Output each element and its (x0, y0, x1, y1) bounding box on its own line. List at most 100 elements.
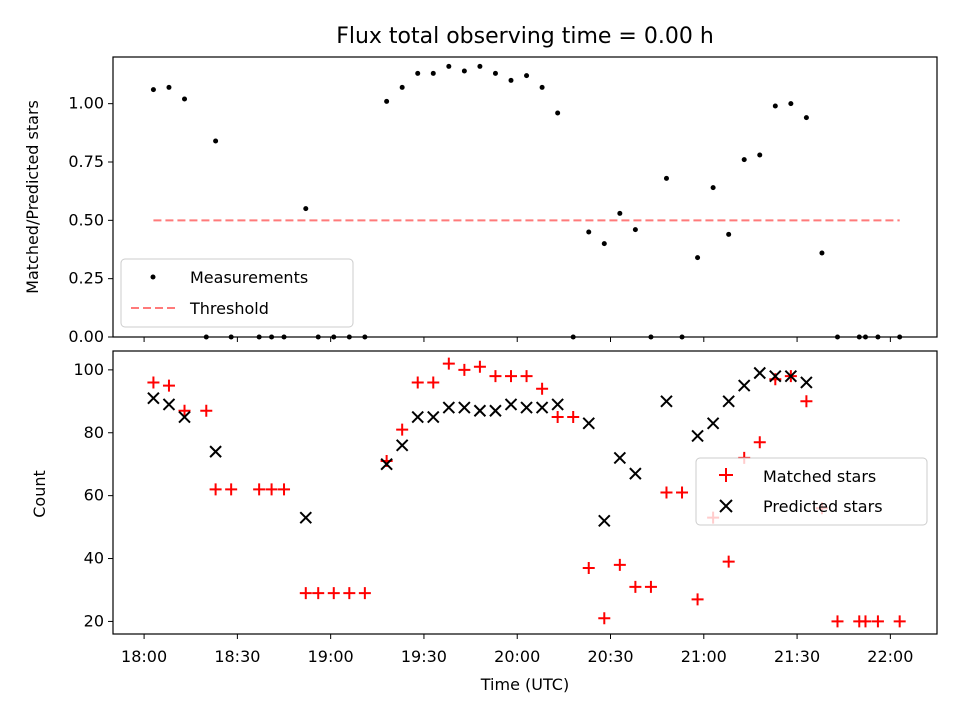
top-y-tick-label: 0.75 (68, 152, 104, 171)
bottom-y-tick-label: 80 (84, 423, 104, 442)
matched-star-point (831, 615, 844, 628)
matched-star-point (253, 483, 266, 496)
predicted-star-point (178, 410, 191, 424)
bottom-legend-box (695, 457, 928, 526)
x-tick-label: 20:00 (494, 647, 540, 666)
bottom-y-tick-label: 40 (84, 549, 104, 568)
top-legend-box (120, 258, 354, 328)
predicted-star-point (473, 404, 487, 417)
matched-star-point (299, 587, 312, 600)
matched-star-point (582, 561, 595, 574)
predicted-star-point (395, 439, 409, 452)
top-x-ticks (143, 337, 891, 342)
x-tick-label: 19:30 (401, 647, 447, 666)
predicted-star-point (582, 417, 595, 430)
predicted-star-point (209, 445, 222, 458)
predicted-star-point (629, 467, 642, 480)
predicted-star-point (800, 376, 813, 389)
matched-star-point (598, 612, 611, 625)
matched-star-point (327, 587, 340, 600)
measurement-point (617, 210, 623, 216)
matched-star-point (800, 395, 813, 408)
predicted-star-point (535, 401, 549, 414)
matched-star-point (520, 370, 533, 383)
top-y-tick-label: 1.00 (68, 94, 104, 113)
measurement-point (430, 70, 436, 76)
measurement-point (446, 63, 452, 69)
matched-star-point (178, 404, 191, 417)
predicted-star-point (738, 379, 751, 392)
matched-star-point (200, 404, 213, 417)
predicted-star-point (784, 369, 798, 383)
measurement-point (856, 334, 862, 340)
matched-star-point (871, 615, 884, 628)
legend-matched-label: Matched stars (763, 467, 876, 486)
matched-star-point (660, 486, 673, 499)
predicted-star-point (660, 395, 673, 408)
measurement-point (256, 334, 262, 340)
matched-star-point (411, 376, 424, 389)
predicted-star-point (489, 404, 502, 417)
measurement-point (834, 334, 840, 340)
top-plot-area: 0.00 0.25 0.50 0.75 1.00 Matched/Predicted s… (23, 56, 938, 346)
predicted-star-point (722, 395, 735, 408)
matched-star-point (505, 370, 518, 383)
legend-predicted-label: Predicted stars (763, 497, 883, 516)
matched-star-point (893, 615, 906, 628)
matched-star-point (265, 483, 278, 496)
measurement-point (632, 227, 638, 233)
measurement-point (710, 185, 716, 191)
measurement-point (862, 334, 868, 340)
matched-star-point (396, 423, 409, 436)
predicted-star-point (442, 401, 456, 414)
matched-star-point (489, 370, 502, 383)
measurement-point (875, 334, 881, 340)
matched-star-point (225, 483, 238, 496)
x-axis-title: Time (UTC) (480, 675, 569, 694)
bottom-plot-frame (112, 350, 938, 635)
matched-star-point (458, 363, 471, 376)
matched-star-point (613, 558, 626, 571)
matched-star-point (473, 360, 486, 373)
predicted-star-point (147, 391, 160, 405)
matched-star-point (691, 593, 704, 606)
measurement-point (803, 115, 809, 121)
measurement-point (492, 70, 498, 76)
measurement-point (331, 334, 337, 340)
predicted-star-point (380, 457, 393, 471)
predicted-star-point (706, 417, 720, 430)
measurement-point (695, 255, 701, 261)
matched-star-point (859, 615, 872, 628)
measurement-point (679, 334, 685, 340)
measurement-point (203, 334, 209, 340)
matched-star-point (722, 555, 735, 568)
bottom-y-tick-label: 60 (84, 486, 104, 505)
measurement-point (399, 84, 405, 90)
x-tick-label: 18:00 (121, 647, 167, 666)
measurement-point (150, 87, 156, 93)
measurement-point (281, 334, 287, 340)
predicted-star-point (504, 398, 518, 411)
measurement-point (346, 334, 352, 340)
measurement-point (303, 206, 309, 212)
top-legend: Measurements Threshold (120, 258, 354, 328)
predicted-star-point (458, 401, 471, 414)
measurement-point (772, 103, 778, 109)
measurement-point (508, 77, 514, 83)
matched-star-point (551, 411, 564, 424)
bottom-y-tick-label: 100 (73, 360, 104, 379)
measurement-point (648, 334, 654, 340)
measurement-point (269, 334, 275, 340)
predicted-star-point (691, 429, 704, 443)
matched-star-point (162, 379, 175, 392)
x-tick-label: 20:30 (587, 647, 633, 666)
predicted-star-point (162, 398, 176, 411)
matched-star-point (753, 436, 766, 449)
matched-star-point (278, 483, 291, 496)
measurement-point (601, 241, 607, 247)
x-tick-label: 19:00 (308, 647, 354, 666)
legend-measurements-marker (150, 274, 156, 280)
matched-star-point (343, 587, 356, 600)
predicted-star-point (753, 366, 766, 380)
